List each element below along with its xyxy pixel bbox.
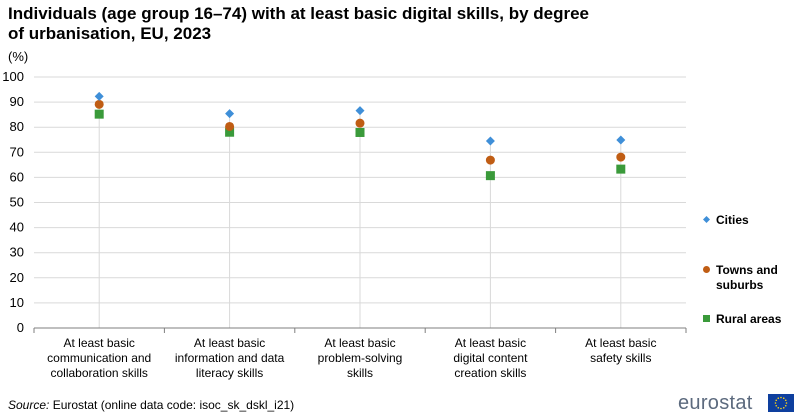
eu-flag-star — [775, 404, 778, 407]
x-tick-label: At least basic safety skills — [585, 336, 656, 365]
data-point-rural-areas — [94, 109, 104, 119]
y-tick-label: 30 — [10, 245, 24, 260]
data-point-rural-areas — [616, 164, 626, 174]
y-tick-label: 80 — [10, 119, 24, 134]
eu-flag-icon — [768, 394, 794, 412]
x-tick-label: At least basic information and data litera… — [175, 336, 285, 380]
eu-flag-star — [777, 397, 780, 400]
y-tick-label: 60 — [10, 169, 24, 184]
data-point-rural-areas — [485, 171, 495, 181]
chart-title: Individuals (age group 16–74) with at le… — [8, 4, 590, 43]
x-tick-label: At least basic problem-solving skills — [318, 336, 403, 380]
source-label: Source: — [8, 398, 50, 412]
data-point-towns-and-suburbs — [94, 99, 104, 109]
y-tick-label: 50 — [10, 195, 24, 210]
data-point-cities — [355, 106, 365, 116]
y-tick-label: 0 — [17, 320, 24, 335]
y-tick-label: 20 — [10, 270, 24, 285]
y-tick-label: 10 — [10, 295, 24, 310]
data-point-towns-and-suburbs — [616, 152, 626, 162]
legend-label-towns-and-suburbs: Towns and suburbs — [716, 263, 778, 292]
x-tick-label: At least basic communication and collabora… — [47, 336, 151, 380]
source-text: Eurostat (online data code: isoc_sk_dskl… — [52, 398, 295, 412]
eurostat-logo: eurostat — [678, 392, 796, 414]
eu-flag-star — [774, 402, 777, 404]
y-axis-unit-label: (%) — [8, 49, 29, 64]
data-point-rural-areas — [225, 127, 235, 137]
eu-flag-star — [784, 404, 787, 407]
x-tick-label: At least basic digital content creation sk… — [453, 336, 528, 380]
y-tick-label: 40 — [10, 220, 24, 235]
data-point-towns-and-suburbs — [485, 155, 495, 165]
circle-marker-icon — [703, 266, 710, 273]
data-point-towns-and-suburbs — [225, 121, 235, 131]
eu-flag-star — [777, 406, 780, 409]
y-tick-label: 100 — [2, 69, 24, 84]
diamond-marker-icon — [703, 216, 710, 223]
eu-flag-star — [782, 406, 785, 409]
data-point-cities — [616, 135, 626, 145]
square-marker-icon — [703, 315, 710, 322]
data-point-cities — [485, 136, 495, 146]
source-note: Source: Eurostat (online data code: isoc… — [8, 398, 294, 412]
logo-text: eurostat — [678, 392, 753, 414]
eu-flag-star — [780, 396, 782, 399]
eu-flag-star — [775, 399, 778, 402]
data-point-cities — [94, 91, 104, 101]
eu-flag-star — [785, 402, 788, 404]
y-tick-label: 70 — [10, 144, 24, 159]
eu-flag-star — [782, 397, 785, 400]
y-tick-label: 90 — [10, 94, 24, 109]
eu-flag-star — [780, 407, 782, 410]
data-point-towns-and-suburbs — [355, 118, 365, 128]
data-point-rural-areas — [355, 127, 365, 137]
legend-label-rural-areas: Rural areas — [716, 312, 782, 326]
data-point-cities — [225, 109, 235, 119]
legend-label-cities: Cities — [716, 213, 749, 227]
eu-flag-star — [784, 399, 787, 402]
